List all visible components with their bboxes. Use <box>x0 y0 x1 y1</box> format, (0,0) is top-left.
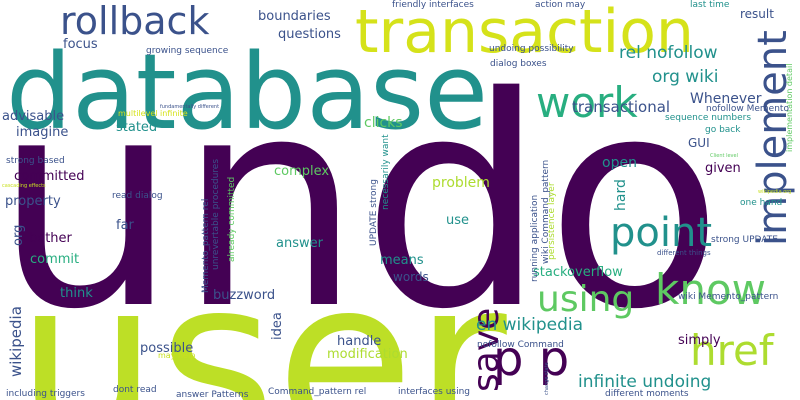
word-fundamentally-different: fundamentally different <box>160 104 220 110</box>
word-may-help: may help <box>158 351 196 360</box>
word-nofollow-command: nofollow Command <box>477 340 564 350</box>
word-cascading-effects: cascading effects <box>2 183 46 189</box>
word-transactional: transactional <box>572 98 671 116</box>
word-org-wiki: org wiki <box>652 67 719 87</box>
word-sequence-numbers: sequence numbers <box>665 113 752 123</box>
word-already-committed: already committed <box>227 176 237 262</box>
word-org: org <box>11 224 26 246</box>
word-friendly-interfaces: friendly interfaces <box>392 0 474 10</box>
word-answer: answer <box>276 236 323 251</box>
word-using: using <box>537 279 635 320</box>
word-en-wikipedia: en wikipedia <box>476 315 584 335</box>
word-strong-update: strong UPDATE <box>711 235 778 245</box>
word-user: user <box>16 231 507 400</box>
word-open: open <box>602 155 637 171</box>
word-wiki-memento-pattern: wiki Memento_pattern <box>678 292 779 302</box>
word-commit: commit <box>30 252 80 267</box>
word-rel-nofollow: rel nofollow <box>619 43 718 63</box>
word-undoing-possibility: undoing possibility <box>489 44 574 54</box>
word-advisable: advisable <box>2 109 65 124</box>
word-given: given <box>705 161 741 176</box>
word-words: words <box>393 270 429 284</box>
word-wikipedia-org: wikipedia org <box>758 189 792 195</box>
word-result: result <box>740 7 774 21</box>
word-committed: committed <box>14 169 85 184</box>
word-read-dialog: read dialog <box>112 191 163 201</box>
word-questions: questions <box>278 27 341 42</box>
word-focus: focus <box>63 37 98 52</box>
word-work: work <box>536 78 638 127</box>
word-including-triggers: including triggers <box>6 389 85 399</box>
word-growing-sequence: growing sequence <box>146 46 229 56</box>
word-different-moments: different moments <box>605 389 689 399</box>
word-possible: possible <box>140 341 194 356</box>
word-gui: GUI <box>688 136 710 150</box>
word-problem: problem <box>432 175 490 191</box>
word-dont-read: dont read <box>113 385 157 395</box>
word-running-application: running application <box>530 194 540 282</box>
word-handle: handle <box>337 334 382 349</box>
word-undo: undo <box>0 36 724 373</box>
word-think: think <box>60 286 93 301</box>
word-action-may: action may <box>535 0 586 10</box>
word-command-pattern-rel: Command_pattern rel <box>268 387 367 397</box>
word-complex: complex <box>274 164 330 179</box>
word-property: property <box>5 194 61 209</box>
word-point: point <box>610 210 713 256</box>
word-update-strong: UPDATE strong <box>369 179 379 246</box>
word-memento-pattern-rel: Memento_pattern rel <box>201 198 211 293</box>
word-last-time: last time <box>690 0 730 10</box>
word-interfaces-using: interfaces using <box>398 387 470 397</box>
word-know: know <box>655 265 766 314</box>
word-imagine: imagine <box>16 125 69 140</box>
word-nofollow-memento: nofollow Memento <box>706 104 789 114</box>
word-bother: bother <box>29 231 72 246</box>
word-database: database <box>6 31 489 153</box>
word-transaction: transaction <box>355 0 694 67</box>
word-unrevertable-procedures: unrevertable procedures <box>211 158 221 270</box>
word-modification: modification <box>327 347 408 362</box>
word-stated: stated <box>116 120 158 135</box>
word-far: far <box>116 218 134 233</box>
word-change-state: change state <box>544 362 550 395</box>
word-use: use <box>446 213 470 228</box>
word-client-level: Client level <box>710 153 738 159</box>
word-p-p: p p <box>493 331 570 387</box>
word-one-hand: one hand <box>740 198 783 208</box>
word-persistence-layer: persistence layer <box>547 182 557 260</box>
word-infinite-undoing: infinite undoing <box>578 372 712 392</box>
word-different-things: different things <box>657 249 711 257</box>
word-href: href <box>690 326 774 375</box>
word-strong-based: strong based <box>6 156 65 166</box>
word-means: means <box>380 253 424 268</box>
word-dialog-boxes: dialog boxes <box>490 59 547 69</box>
word-stackoverflow: stackoverflow <box>533 265 623 280</box>
word-go-back: go back <box>705 125 741 135</box>
word-buzzword: buzzword <box>213 288 276 303</box>
word-multilevel-infinite: multilevel infinite <box>118 109 188 118</box>
word-simply: simply <box>678 333 721 348</box>
word-clicks: clicks <box>364 115 403 131</box>
word-idea: idea <box>270 312 285 340</box>
word-hard: hard <box>613 179 629 211</box>
word-wikipedia: wikipedia <box>7 306 25 377</box>
word-answer-patterns: answer Patterns <box>176 390 249 400</box>
word-necessarily-want: necessarily want <box>381 134 391 210</box>
word-whenever: Whenever <box>690 91 762 107</box>
word-boundaries: boundaries <box>258 9 331 24</box>
word-rollback: rollback <box>60 0 210 43</box>
